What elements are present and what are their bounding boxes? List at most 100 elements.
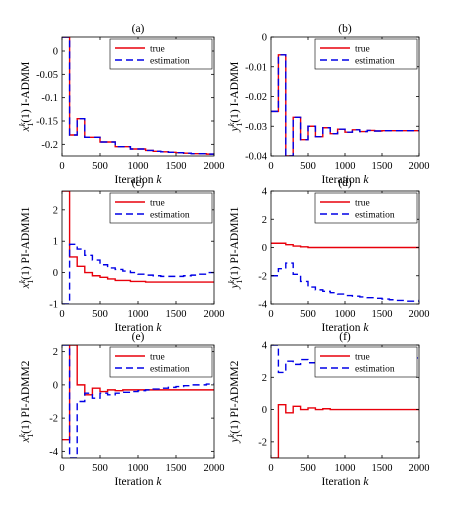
- y-tick-label: 4: [262, 187, 268, 198]
- x-tick-label: 2000: [204, 463, 225, 474]
- legend-label-true: true: [355, 353, 370, 363]
- panel-title: (a): [132, 23, 145, 35]
- y-tick-label: -0.03: [245, 122, 267, 133]
- x-tick-label: 0: [59, 463, 64, 474]
- series-estimation-line: [62, 345, 214, 458]
- y-tick-label: -1: [49, 300, 58, 311]
- panel-1: 0 500 1000 1500 2000 -0.04 -0.03 -0.02 -0.01 0 (b)…: [227, 23, 430, 186]
- series-true-line: [62, 191, 214, 283]
- series-estimation-line: [62, 37, 214, 155]
- panel-title: (f): [339, 331, 351, 343]
- y-axis-label: xk1(1) PI-ADMM1: [18, 206, 35, 289]
- y-tick-label: 0: [262, 33, 267, 44]
- y-tick-label: -2: [258, 271, 267, 282]
- x-tick-label: 2000: [409, 463, 430, 474]
- legend: true estimation: [109, 346, 213, 378]
- x-tick-label: 1000: [128, 309, 149, 320]
- x-tick-label: 2000: [204, 161, 225, 172]
- x-axis-label: Iteration k: [115, 476, 163, 488]
- legend: true estimation: [109, 192, 213, 224]
- x-tick-label: 1500: [372, 309, 393, 320]
- panel-title: (c): [132, 177, 145, 189]
- y-tick-label: -0.05: [36, 70, 58, 81]
- legend-label-true: true: [150, 45, 165, 55]
- legend-label-estimation: estimation: [355, 211, 395, 221]
- legend-label-estimation: estimation: [355, 365, 395, 375]
- legend-label-true: true: [150, 353, 165, 363]
- x-tick-label: 2000: [409, 309, 430, 320]
- x-tick-label: 1500: [166, 463, 187, 474]
- x-tick-label: 1500: [166, 161, 187, 172]
- x-tick-label: 0: [59, 161, 64, 172]
- legend-label-true: true: [355, 45, 370, 55]
- x-tick-label: 500: [300, 309, 316, 320]
- series-estimation-line: [271, 262, 419, 302]
- y-tick-label: 2: [53, 205, 58, 216]
- y-tick-label: -2: [49, 414, 58, 425]
- x-tick-label: 0: [268, 161, 273, 172]
- legend-label-estimation: estimation: [150, 211, 190, 221]
- panel-5: 0 500 1000 1500 2000 -2 0 2 4 (f) Iteration k yk1(1…: [227, 331, 430, 488]
- x-tick-label: 0: [268, 309, 273, 320]
- legend: true estimation: [314, 38, 418, 70]
- x-tick-label: 500: [92, 463, 108, 474]
- x-tick-label: 500: [92, 161, 108, 172]
- y-tick-label: -0.2: [41, 140, 58, 151]
- legend-label-estimation: estimation: [355, 57, 395, 67]
- y-tick-label: -0.02: [245, 92, 267, 103]
- series-estimation-line: [271, 54, 419, 156]
- series-true-line: [271, 404, 419, 458]
- legend-box: [109, 346, 213, 378]
- x-tick-label: 500: [92, 309, 108, 320]
- y-axis-label: yk1(1) PI-ADMM1: [227, 206, 244, 289]
- x-axis-label: Iteration k: [322, 476, 370, 488]
- legend-box: [314, 346, 418, 378]
- y-axis-label: xk1(1) PI-ADMM2: [18, 360, 35, 443]
- legend-box: [109, 192, 213, 224]
- x-tick-label: 1000: [128, 463, 149, 474]
- x-tick-label: 0: [268, 463, 273, 474]
- y-tick-label: 2: [262, 215, 267, 226]
- x-axis-label: Iteration k: [115, 174, 163, 186]
- legend-label-true: true: [355, 199, 370, 209]
- legend-box: [314, 192, 418, 224]
- y-tick-label: 0: [262, 243, 267, 254]
- y-tick-label: 0: [262, 405, 267, 416]
- x-axis-label: Iteration k: [322, 174, 370, 186]
- x-tick-label: 1000: [335, 463, 356, 474]
- y-axis-label: xk1(1) I-ADMM: [18, 62, 35, 133]
- panel-4: 0 500 1000 1500 2000 -4 -2 0 2 (e) Iteration k xk1(…: [18, 331, 225, 488]
- y-tick-label: -0.04: [245, 152, 268, 163]
- y-axis-label: yk1(1) I-ADMM: [227, 62, 244, 133]
- panel-title: (b): [338, 23, 352, 35]
- y-tick-label: -2: [258, 437, 267, 448]
- x-tick-label: 1000: [128, 161, 149, 172]
- y-tick-label: -0.15: [36, 117, 58, 128]
- x-tick-label: 2000: [204, 309, 225, 320]
- y-tick-label: 0: [53, 268, 58, 279]
- legend-box: [109, 38, 213, 70]
- x-tick-label: 1000: [335, 161, 356, 172]
- y-axis-label: yk1(1) PI-ADMM2: [227, 360, 244, 443]
- x-tick-label: 500: [300, 463, 316, 474]
- legend: true estimation: [314, 192, 418, 224]
- y-tick-label: -0.1: [41, 93, 58, 104]
- x-axis-label: Iteration k: [322, 322, 370, 334]
- y-tick-label: -4: [258, 300, 267, 311]
- x-tick-label: 1000: [335, 309, 356, 320]
- x-tick-label: 1500: [372, 161, 393, 172]
- panel-title: (e): [132, 331, 145, 343]
- y-tick-label: 4: [262, 341, 268, 352]
- legend-label-true: true: [150, 199, 165, 209]
- series-true-line: [271, 54, 419, 156]
- panel-title: (d): [338, 177, 352, 189]
- y-tick-label: -4: [49, 447, 58, 458]
- x-tick-label: 500: [300, 161, 316, 172]
- x-tick-label: 0: [59, 309, 64, 320]
- y-tick-label: -0.01: [245, 62, 267, 73]
- panel-0: 0 500 1000 1500 2000 -0.2 -0.15 -0.1 -0.05 0 (a) It…: [18, 23, 225, 186]
- x-tick-label: 1500: [166, 309, 187, 320]
